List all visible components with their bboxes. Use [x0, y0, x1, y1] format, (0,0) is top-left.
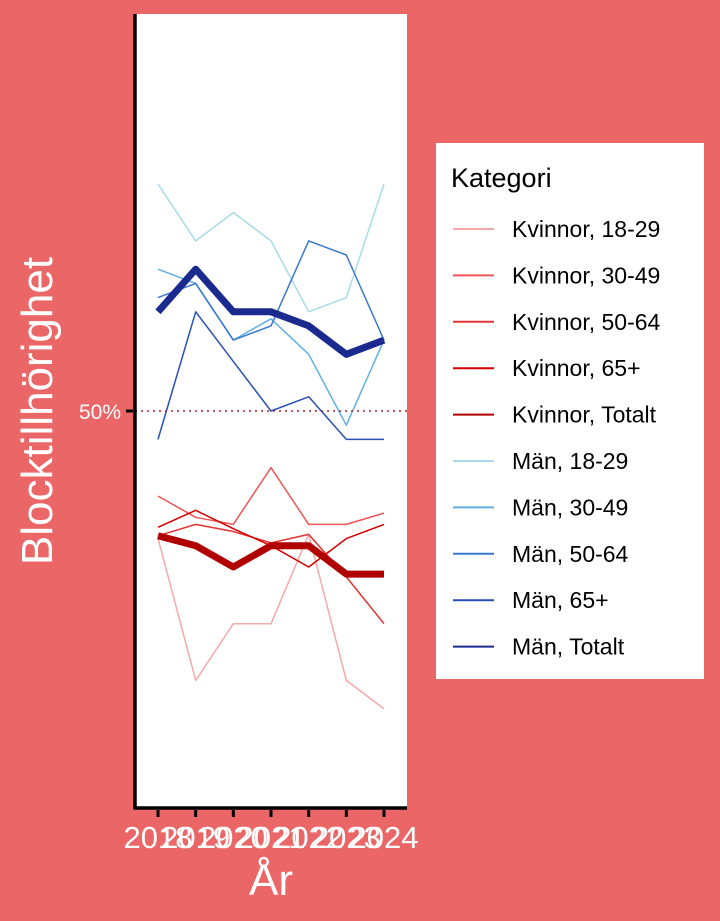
series-line-män-50-64 — [157, 240, 385, 341]
x-tick-label: 2024 — [350, 820, 419, 855]
series-line-män-18-29 — [157, 183, 385, 313]
series-line-män-65 — [157, 311, 384, 441]
series-layer — [155, 183, 386, 710]
legend-label: Män, 50-64 — [512, 541, 629, 567]
legend-title: Kategori — [451, 163, 552, 193]
x-axis-title: År — [249, 856, 293, 905]
x-tick-label: 2018 — [124, 820, 193, 855]
x-tick-label: 2022 — [274, 820, 343, 855]
legend-label: Män, Totalt — [512, 634, 625, 660]
legend-label: Män, 30-49 — [512, 494, 628, 520]
y-tick-label: 50% — [79, 401, 121, 424]
legend-box — [436, 143, 704, 679]
series-line-kvinnor-totalt — [157, 532, 384, 578]
x-tick-label: 2023 — [312, 820, 381, 855]
x-tick-label: 2019 — [161, 820, 230, 855]
legend-label: Kvinnor, 65+ — [512, 355, 641, 381]
legend-label: Kvinnor, 30-49 — [512, 262, 660, 288]
legend-label: Män, 18-29 — [512, 448, 628, 474]
series-line-kvinnor-30-49 — [157, 466, 385, 526]
series-line-kvinnor-18-29 — [157, 533, 385, 710]
legend-label: Kvinnor, 18-29 — [512, 216, 660, 242]
legend-label: Kvinnor, Totalt — [512, 402, 657, 428]
legend-items: Kvinnor, 18-29 Kvinnor, 30-49 Kvinnor, 50-… — [453, 216, 661, 660]
x-tick-label: 2021 — [237, 820, 306, 855]
series-line-män-totalt — [155, 265, 386, 358]
y-axis-title: Blocktillhörighet — [13, 257, 62, 565]
y-ticks: 50% — [79, 401, 133, 424]
x-tick-label: 2020 — [199, 820, 268, 855]
legend-label: Män, 65+ — [512, 587, 609, 613]
legend-label: Kvinnor, 50-64 — [512, 309, 661, 335]
